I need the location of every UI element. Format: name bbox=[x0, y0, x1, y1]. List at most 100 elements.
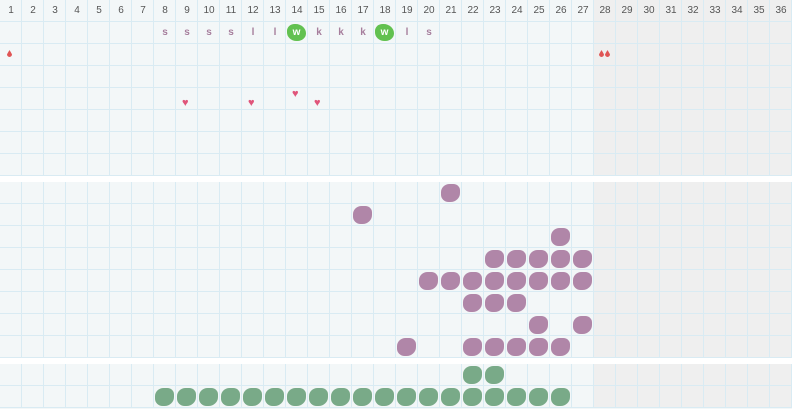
grid-cell[interactable] bbox=[88, 386, 110, 408]
grid-cell[interactable] bbox=[176, 154, 198, 176]
grid-cell[interactable] bbox=[462, 132, 484, 154]
grid-cell[interactable] bbox=[176, 226, 198, 248]
purple-entry[interactable] bbox=[353, 206, 372, 224]
grid-cell[interactable] bbox=[286, 22, 308, 44]
grid-cell[interactable] bbox=[682, 226, 704, 248]
grid-cell[interactable] bbox=[770, 44, 792, 66]
grid-cell[interactable] bbox=[374, 292, 396, 314]
grid-cell[interactable] bbox=[396, 132, 418, 154]
letter-mark[interactable]: k bbox=[360, 27, 366, 38]
grid-cell[interactable] bbox=[374, 0, 396, 22]
grid-cell[interactable] bbox=[682, 0, 704, 22]
grid-cell[interactable] bbox=[330, 154, 352, 176]
grid-cell[interactable] bbox=[704, 88, 726, 110]
grid-cell[interactable] bbox=[506, 182, 528, 204]
grid-cell[interactable] bbox=[132, 314, 154, 336]
grid-cell[interactable] bbox=[726, 154, 748, 176]
grid-cell[interactable] bbox=[264, 336, 286, 358]
grid-cell[interactable] bbox=[396, 204, 418, 226]
grid-cell[interactable] bbox=[88, 314, 110, 336]
grid-cell[interactable] bbox=[748, 386, 770, 408]
grid-cell[interactable] bbox=[198, 386, 220, 408]
grid-cell[interactable] bbox=[22, 88, 44, 110]
letter-mark[interactable]: s bbox=[206, 27, 212, 38]
grid-cell[interactable] bbox=[66, 44, 88, 66]
grid-cell[interactable] bbox=[110, 270, 132, 292]
grid-cell[interactable] bbox=[418, 154, 440, 176]
grid-cell[interactable] bbox=[242, 88, 264, 110]
grid-cell[interactable] bbox=[638, 0, 660, 22]
grid-cell[interactable] bbox=[704, 364, 726, 386]
grid-cell[interactable] bbox=[22, 292, 44, 314]
purple-entry[interactable] bbox=[507, 338, 526, 356]
grid-cell[interactable] bbox=[308, 248, 330, 270]
grid-cell[interactable] bbox=[616, 336, 638, 358]
green-entry[interactable] bbox=[485, 366, 504, 384]
grid-cell[interactable] bbox=[308, 364, 330, 386]
grid-cell[interactable] bbox=[22, 0, 44, 22]
grid-cell[interactable] bbox=[352, 226, 374, 248]
grid-cell[interactable] bbox=[616, 66, 638, 88]
grid-cell[interactable] bbox=[528, 270, 550, 292]
grid-cell[interactable] bbox=[682, 364, 704, 386]
grid-cell[interactable] bbox=[176, 336, 198, 358]
column-number[interactable]: 25 bbox=[533, 5, 545, 16]
grid-cell[interactable] bbox=[242, 132, 264, 154]
grid-cell[interactable] bbox=[154, 66, 176, 88]
grid-cell[interactable] bbox=[506, 204, 528, 226]
green-entry[interactable] bbox=[551, 388, 570, 406]
grid-cell[interactable] bbox=[220, 66, 242, 88]
grid-cell[interactable] bbox=[528, 110, 550, 132]
grid-cell[interactable] bbox=[638, 364, 660, 386]
grid-cell[interactable] bbox=[726, 182, 748, 204]
grid-cell[interactable] bbox=[0, 314, 22, 336]
grid-cell[interactable] bbox=[418, 88, 440, 110]
grid-cell[interactable] bbox=[462, 386, 484, 408]
green-entry[interactable] bbox=[463, 388, 482, 406]
grid-cell[interactable] bbox=[682, 66, 704, 88]
column-number[interactable]: 29 bbox=[621, 5, 633, 16]
grid-cell[interactable] bbox=[110, 132, 132, 154]
grid-cell[interactable] bbox=[616, 248, 638, 270]
grid-cell[interactable] bbox=[484, 292, 506, 314]
grid-cell[interactable] bbox=[330, 44, 352, 66]
grid-cell[interactable] bbox=[638, 226, 660, 248]
grid-cell[interactable] bbox=[330, 364, 352, 386]
grid-cell[interactable] bbox=[264, 292, 286, 314]
grid-cell[interactable] bbox=[748, 88, 770, 110]
grid-cell[interactable] bbox=[110, 44, 132, 66]
grid-cell[interactable] bbox=[440, 314, 462, 336]
grid-cell[interactable] bbox=[154, 292, 176, 314]
grid-cell[interactable] bbox=[572, 132, 594, 154]
purple-entry[interactable] bbox=[485, 272, 504, 290]
grid-cell[interactable] bbox=[440, 0, 462, 22]
grid-cell[interactable] bbox=[484, 44, 506, 66]
grid-cell[interactable] bbox=[506, 292, 528, 314]
grid-cell[interactable] bbox=[44, 336, 66, 358]
purple-entry[interactable] bbox=[485, 338, 504, 356]
purple-entry[interactable] bbox=[529, 316, 548, 334]
grid-cell[interactable] bbox=[572, 44, 594, 66]
grid-cell[interactable] bbox=[396, 154, 418, 176]
grid-cell[interactable] bbox=[726, 22, 748, 44]
grid-cell[interactable] bbox=[352, 292, 374, 314]
grid-cell[interactable] bbox=[594, 88, 616, 110]
column-number[interactable]: 17 bbox=[357, 5, 369, 16]
grid-cell[interactable] bbox=[176, 314, 198, 336]
grid-cell[interactable] bbox=[396, 314, 418, 336]
grid-cell[interactable] bbox=[660, 386, 682, 408]
grid-cell[interactable] bbox=[660, 314, 682, 336]
grid-cell[interactable] bbox=[550, 270, 572, 292]
column-number[interactable]: 12 bbox=[247, 5, 259, 16]
grid-cell[interactable] bbox=[264, 88, 286, 110]
green-entry[interactable] bbox=[177, 388, 196, 406]
grid-cell[interactable] bbox=[484, 66, 506, 88]
grid-cell[interactable] bbox=[528, 44, 550, 66]
grid-cell[interactable] bbox=[484, 314, 506, 336]
grid-cell[interactable] bbox=[550, 44, 572, 66]
grid-cell[interactable] bbox=[462, 336, 484, 358]
grid-cell[interactable] bbox=[616, 204, 638, 226]
grid-cell[interactable] bbox=[726, 248, 748, 270]
grid-cell[interactable] bbox=[286, 336, 308, 358]
grid-cell[interactable] bbox=[594, 204, 616, 226]
